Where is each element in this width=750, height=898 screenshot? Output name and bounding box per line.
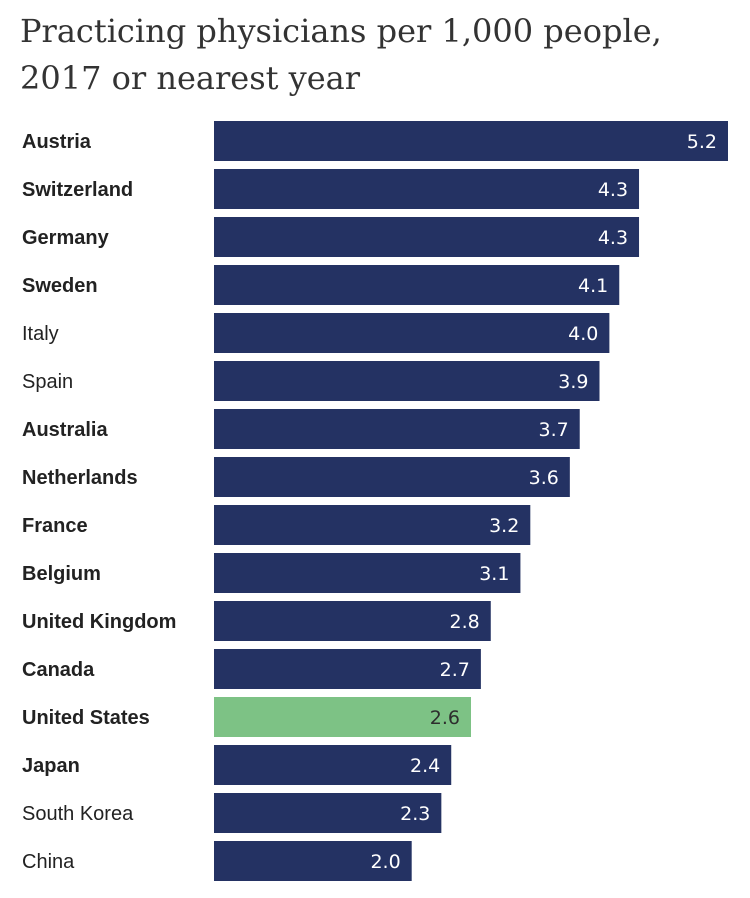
category-label: Sweden — [22, 275, 98, 297]
category-label: France — [22, 515, 88, 537]
bar-row-japan: Japan 2.4 — [22, 745, 452, 785]
bar-row-canada: Canada 2.7 — [22, 649, 481, 689]
value-label: 2.7 — [440, 659, 470, 681]
value-label: 2.3 — [400, 803, 430, 825]
bar — [214, 361, 600, 401]
bar — [214, 841, 412, 881]
category-label: Belgium — [22, 563, 101, 585]
value-label: 4.3 — [598, 179, 628, 201]
chart-title: Practicing physicians per 1,000 people, … — [20, 12, 662, 97]
category-label: Austria — [22, 131, 92, 153]
value-label: 2.6 — [430, 707, 460, 729]
category-label: Japan — [22, 755, 80, 777]
value-label: 3.2 — [489, 515, 519, 537]
value-label: 3.9 — [558, 371, 588, 393]
value-label: 2.8 — [450, 611, 480, 633]
category-label: Spain — [22, 371, 73, 393]
category-label: Netherlands — [22, 467, 138, 489]
category-label: South Korea — [22, 803, 134, 825]
bar-row-austria: Austria 5.2 — [22, 121, 728, 161]
value-label: 2.4 — [410, 755, 440, 777]
bar-row-france: France 3.2 — [22, 505, 531, 545]
bar-row-germany: Germany 4.3 — [22, 217, 640, 257]
bar-row-china: China 2.0 — [22, 841, 412, 881]
bar — [214, 601, 491, 641]
bar — [214, 745, 452, 785]
category-label: Australia — [22, 419, 108, 441]
bar-row-south-korea: South Korea 2.3 — [22, 793, 442, 833]
category-label: Canada — [22, 659, 95, 681]
value-label: 2.0 — [370, 851, 400, 873]
value-label: 3.1 — [479, 563, 509, 585]
bar — [214, 409, 580, 449]
value-label: 4.0 — [568, 323, 598, 345]
value-label: 4.1 — [578, 275, 608, 297]
bar — [214, 505, 531, 545]
bar-row-united-kingdom: United Kingdom 2.8 — [22, 601, 491, 641]
category-label: Switzerland — [22, 179, 133, 201]
bar — [214, 793, 442, 833]
value-label: 4.3 — [598, 227, 628, 249]
bar-row-sweden: Sweden 4.1 — [22, 265, 620, 305]
value-label: 3.7 — [539, 419, 569, 441]
value-label: 3.6 — [529, 467, 559, 489]
category-label: Germany — [22, 227, 110, 249]
category-label: Italy — [22, 323, 59, 345]
category-label: China — [22, 851, 75, 873]
bar — [214, 649, 481, 689]
bar — [214, 265, 620, 305]
bar-row-netherlands: Netherlands 3.6 — [22, 457, 570, 497]
bar-row-italy: Italy 4.0 — [22, 313, 610, 353]
bar — [214, 313, 610, 353]
bar-row-united-states: United States 2.6 — [22, 697, 471, 737]
bar — [214, 169, 640, 209]
bar-row-spain: Spain 3.9 — [22, 361, 600, 401]
bar-row-switzerland: Switzerland 4.3 — [22, 169, 640, 209]
bar — [214, 457, 570, 497]
category-label: United States — [22, 707, 150, 729]
bar-row-australia: Australia 3.7 — [22, 409, 580, 449]
bar — [214, 553, 521, 593]
bar — [214, 697, 471, 737]
bar — [214, 121, 728, 161]
bar-row-belgium: Belgium 3.1 — [22, 553, 521, 593]
value-label: 5.2 — [687, 131, 717, 153]
category-label: United Kingdom — [22, 611, 176, 633]
bar — [214, 217, 640, 257]
